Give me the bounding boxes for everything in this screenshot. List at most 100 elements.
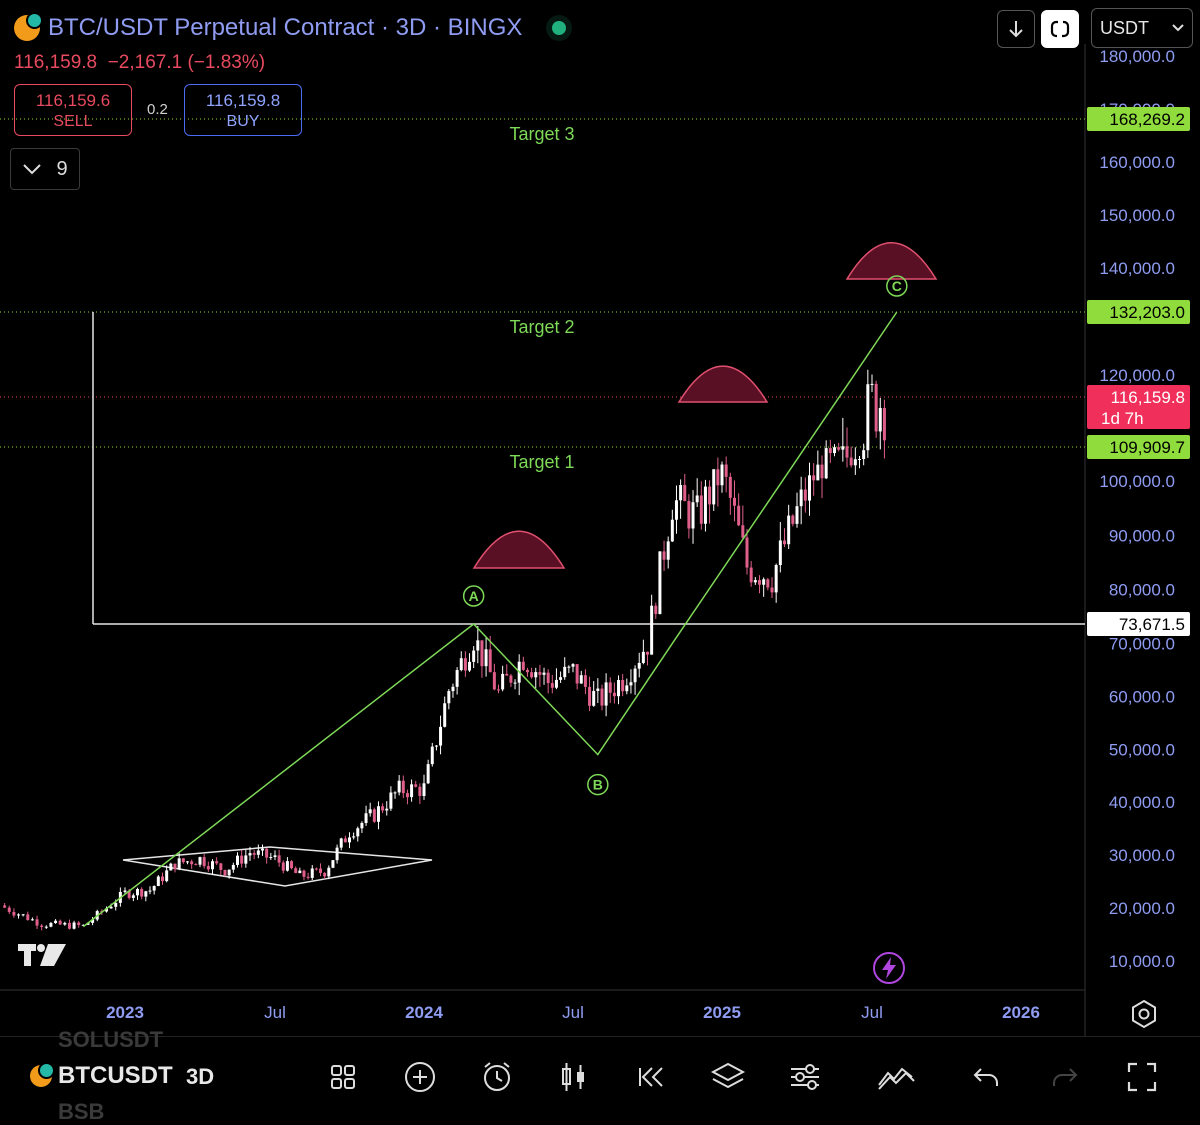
price-label-box	[1087, 300, 1190, 324]
target-label: Target 2	[509, 317, 574, 337]
indicators-toggle-button[interactable]: 9	[10, 148, 80, 190]
add-icon[interactable]	[400, 1057, 440, 1097]
candle-body	[35, 919, 39, 926]
candle-body	[127, 890, 131, 898]
candle-body	[410, 784, 414, 798]
candle-body	[447, 691, 451, 704]
candle-body	[339, 838, 343, 848]
candle-body	[261, 848, 264, 851]
sell-zone-arc	[677, 365, 769, 403]
candle-body	[72, 922, 76, 929]
diamond-pattern	[122, 846, 433, 887]
replay-button[interactable]	[1041, 10, 1079, 48]
y-tick-label: 70,000.0	[1109, 634, 1175, 653]
lightning-icon[interactable]	[872, 951, 906, 985]
candle-body	[845, 446, 849, 458]
interval-button[interactable]: 3D	[186, 1064, 215, 1089]
candle-body	[198, 857, 202, 865]
candle-body	[525, 669, 529, 673]
candle-body	[787, 515, 791, 545]
chart-settings-icon[interactable]	[1128, 998, 1160, 1030]
layers-icon[interactable]	[708, 1057, 748, 1097]
candle-body	[472, 650, 476, 662]
candle-body	[583, 675, 587, 687]
candle-body	[240, 855, 244, 864]
price-label-box	[1087, 107, 1190, 131]
candle-body	[666, 541, 670, 560]
candle-body	[521, 661, 525, 670]
candle-body	[44, 926, 48, 928]
grid-icon[interactable]	[323, 1057, 363, 1097]
fullscreen-icon[interactable]	[1122, 1057, 1162, 1097]
candle-body	[109, 906, 113, 909]
adjacent-symbol-top: SOLUSDT	[58, 1027, 164, 1052]
candle-body	[202, 857, 206, 867]
y-tick-label: 180,000.0	[1099, 47, 1175, 66]
candle-body	[306, 876, 310, 878]
bottom-toolbar: SOLUSDT BSB BTCUSDT 3D	[0, 1027, 1200, 1124]
candle-body	[774, 565, 778, 593]
candle-body	[314, 868, 318, 870]
candle-body	[625, 685, 629, 692]
candle-body	[484, 649, 488, 667]
candle-body	[621, 679, 625, 692]
candle-body	[265, 848, 269, 858]
symbol-switcher[interactable]: BTCUSDT	[30, 1062, 173, 1090]
candle-body	[501, 673, 505, 690]
drawing-tools-icon[interactable]	[876, 1057, 916, 1097]
candle-body	[695, 495, 699, 503]
redo-icon[interactable]	[1045, 1057, 1085, 1097]
candle-body	[302, 870, 306, 877]
btc-logo-icon	[30, 1062, 55, 1087]
candle-body	[393, 792, 397, 794]
candle-body	[152, 886, 156, 891]
candle-body	[91, 919, 95, 923]
candle-body	[156, 876, 160, 887]
undo-icon[interactable]	[966, 1057, 1006, 1097]
candle-body	[194, 864, 198, 866]
candle-body	[136, 889, 139, 896]
candle-body	[795, 506, 799, 524]
candle-body	[298, 870, 302, 874]
candle-body	[7, 907, 11, 912]
candle-body	[252, 853, 256, 855]
candle-body	[824, 448, 828, 479]
candle-body	[866, 384, 870, 451]
symbol-name: BTCUSDT	[58, 1062, 173, 1089]
sell-button[interactable]: 116,159.6 SELL	[14, 84, 132, 136]
candle-body	[173, 863, 177, 870]
candle-body	[434, 745, 438, 747]
candle-body	[223, 869, 227, 876]
candle-body	[323, 872, 327, 877]
rewind-icon[interactable]	[631, 1057, 671, 1097]
candle-body	[505, 673, 509, 676]
candle-body	[534, 672, 538, 678]
candle-body	[542, 672, 546, 675]
currency-select[interactable]: USDT	[1091, 8, 1193, 48]
candle-body	[497, 689, 500, 691]
download-button[interactable]	[997, 10, 1035, 48]
y-tick-label: 80,000.0	[1109, 581, 1175, 600]
chart-title: BTC/USDT Perpetual Contract · 3D · BINGX	[14, 12, 567, 42]
candle-body	[670, 519, 674, 542]
candle-body	[749, 567, 753, 583]
candle-body	[724, 464, 728, 477]
candles	[3, 369, 886, 931]
alarm-icon[interactable]	[477, 1057, 517, 1097]
candles-icon[interactable]	[554, 1057, 594, 1097]
candle-body	[791, 515, 795, 524]
candle-body	[554, 679, 558, 688]
sliders-icon[interactable]	[785, 1057, 825, 1097]
candle-body	[563, 666, 567, 678]
arrow-down-icon	[1009, 21, 1023, 38]
buy-button[interactable]: 116,159.8 BUY	[184, 84, 302, 136]
candle-body	[530, 672, 534, 678]
candle-body	[364, 813, 368, 823]
candle-body	[874, 383, 878, 432]
candle-body	[658, 551, 662, 615]
candle-body	[509, 675, 513, 683]
candle-body	[63, 922, 67, 925]
candle-body	[455, 670, 459, 687]
x-tick-label: Jul	[562, 1003, 584, 1022]
